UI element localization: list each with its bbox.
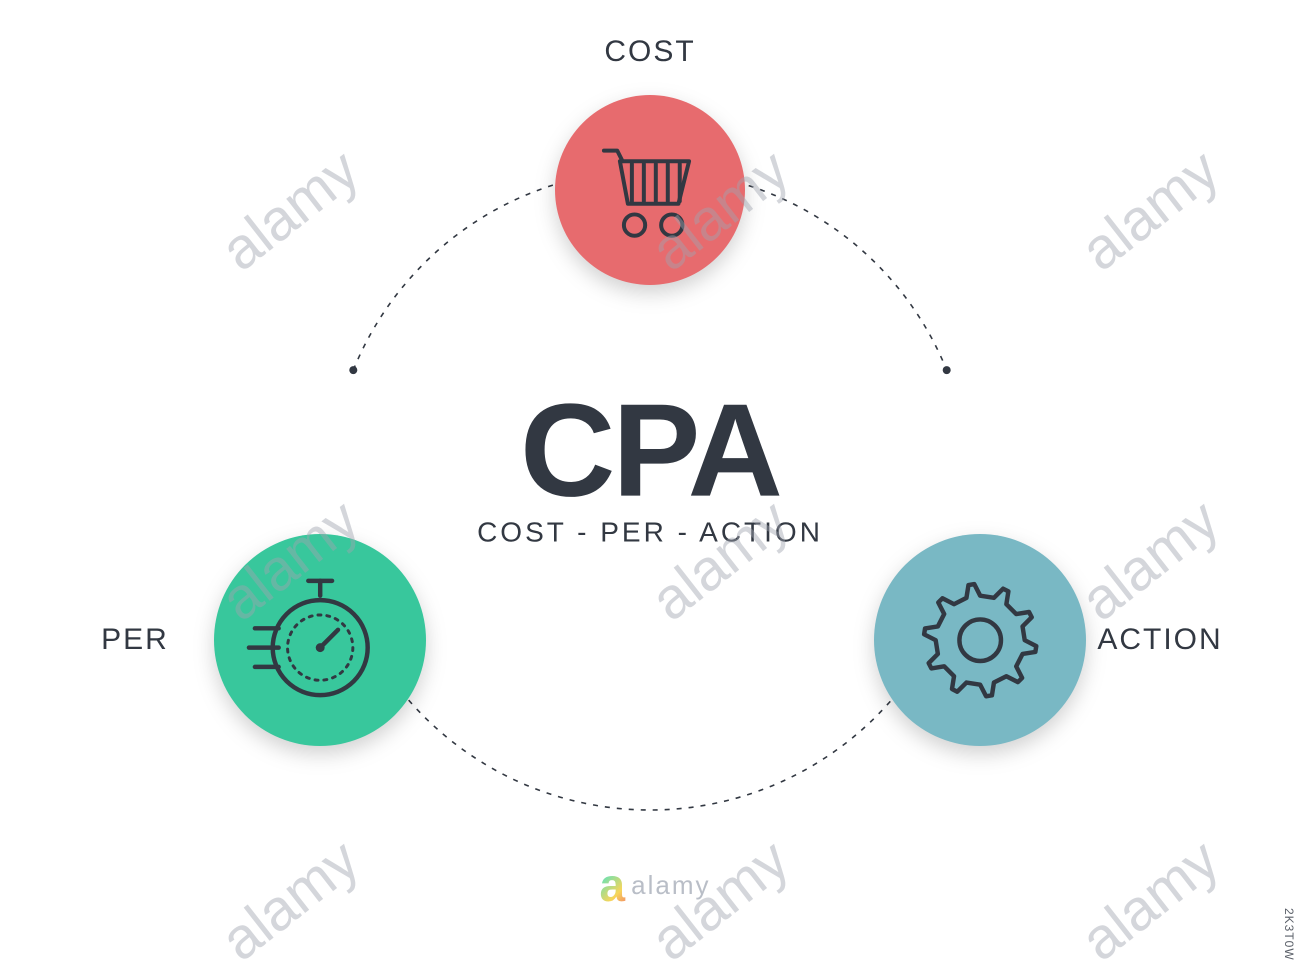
diagram-stage: CPA COST - PER - ACTION COST: [0, 0, 1300, 961]
center-subtitle: COST - PER - ACTION: [477, 516, 823, 548]
center-title-block: CPA COST - PER - ACTION: [477, 392, 823, 549]
center-acronym: CPA: [477, 392, 823, 511]
node-label-action: ACTION: [1097, 623, 1222, 657]
gear-icon: [906, 566, 1054, 714]
node-per: [214, 534, 426, 746]
stopwatch-icon: [246, 566, 394, 714]
node-label-cost: COST: [604, 35, 695, 69]
node-label-per: PER: [101, 623, 169, 657]
node-action: [874, 534, 1086, 746]
node-cost: [555, 95, 745, 285]
cart-icon: [584, 124, 717, 257]
stock-image-id: 2K3T0WC: [1282, 908, 1296, 961]
